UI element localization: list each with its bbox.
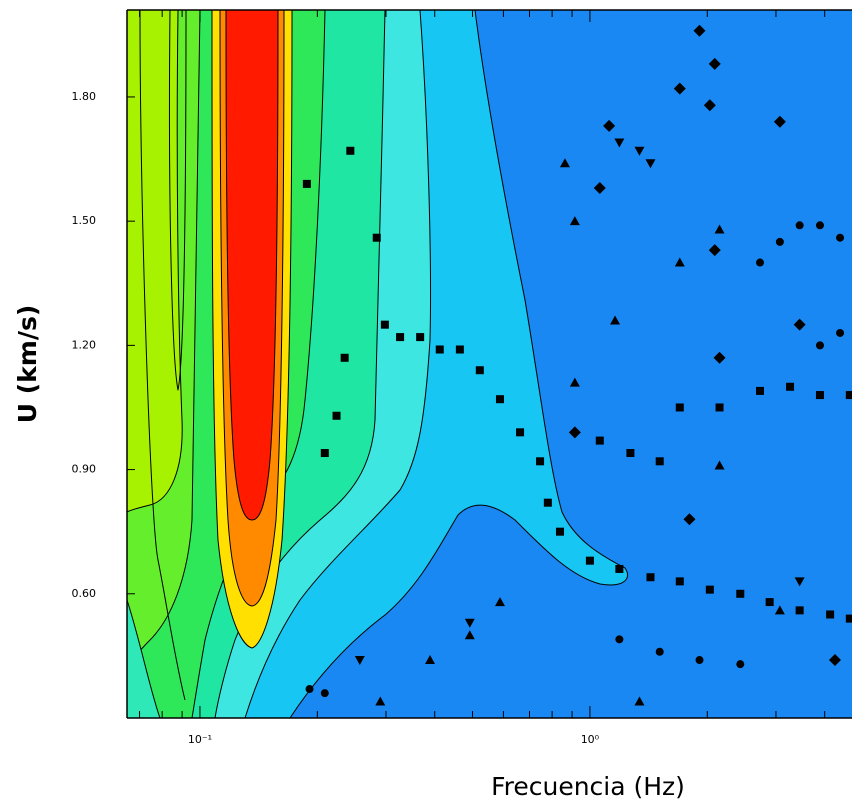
x-axis-title: Frecuencia (Hz) [491, 772, 685, 801]
data-point [346, 146, 355, 155]
data-point [786, 382, 795, 391]
data-point [845, 614, 852, 623]
data-point [603, 119, 616, 132]
band-red [225, 10, 279, 521]
data-point [615, 564, 624, 573]
y-tick-label: 1.80 [72, 90, 97, 103]
data-point [755, 386, 764, 395]
data-point [585, 556, 594, 565]
data-point [354, 656, 365, 666]
data-point [826, 610, 835, 619]
data-point [828, 654, 841, 667]
data-point [714, 460, 725, 470]
data-point [655, 457, 664, 466]
data-point [555, 527, 564, 536]
data-point [475, 366, 484, 375]
contour-line [168, 10, 187, 391]
data-point [320, 449, 329, 458]
data-point [610, 315, 621, 325]
data-point [815, 341, 824, 350]
data-point [765, 598, 774, 607]
x-tick-label: 10⁻¹ [188, 733, 212, 746]
data-point [755, 258, 764, 267]
y-axis-title: U (km/s) [13, 305, 42, 424]
data-point [626, 449, 635, 458]
data-point [634, 146, 645, 156]
data-point [683, 513, 696, 526]
data-point [736, 589, 745, 598]
data-point [836, 233, 845, 242]
data-point [793, 318, 806, 331]
axes: 10⁻¹ 10⁰ 0.60 0.90 1.20 1.50 1.80 [72, 10, 826, 746]
data-point [674, 257, 685, 267]
y-tick-label: 1.50 [72, 214, 97, 227]
contour-line [139, 10, 186, 701]
data-point [705, 585, 714, 594]
data-point [693, 24, 706, 37]
data-point [673, 82, 686, 95]
data-point [568, 426, 581, 439]
data-point [559, 158, 570, 168]
data-point [634, 696, 645, 706]
data-point [380, 320, 389, 329]
data-point [340, 353, 349, 362]
data-point [494, 597, 505, 607]
data-point [614, 138, 625, 148]
data-point [536, 457, 545, 466]
data-point [845, 391, 852, 400]
y-tick-label: 0.90 [72, 463, 97, 476]
data-point [455, 345, 464, 354]
data-point [736, 660, 745, 669]
data-point [569, 377, 580, 387]
data-point [815, 221, 824, 230]
data-point [675, 577, 684, 586]
data-point [794, 577, 805, 587]
data-point [775, 237, 784, 246]
y-tick-label: 0.60 [72, 587, 97, 600]
data-point [708, 57, 721, 70]
data-point [302, 179, 311, 188]
data-point [795, 221, 804, 230]
data-point [464, 630, 475, 640]
data-point [543, 498, 552, 507]
data-point [495, 395, 504, 404]
data-point [435, 345, 444, 354]
data-points [302, 24, 852, 706]
data-point [703, 99, 716, 112]
data-point [595, 436, 604, 445]
data-point [516, 428, 525, 437]
data-point [569, 216, 580, 226]
data-point [815, 391, 824, 400]
data-point [646, 573, 655, 582]
data-point [320, 689, 329, 698]
data-point [715, 403, 724, 412]
data-point [396, 333, 405, 342]
y-tick-label: 1.20 [72, 338, 97, 351]
data-point [305, 685, 314, 694]
data-point [645, 159, 656, 169]
data-point [375, 696, 386, 706]
data-point [714, 224, 725, 234]
data-point [332, 411, 341, 420]
data-point [593, 182, 606, 195]
data-point [416, 333, 425, 342]
data-point [708, 244, 721, 257]
data-point [795, 606, 804, 615]
data-point [675, 403, 684, 412]
data-point [713, 351, 726, 364]
data-point [774, 605, 785, 615]
band-lime [127, 10, 183, 513]
x-tick-label: 10⁰ [581, 733, 600, 746]
data-point [464, 618, 475, 628]
contour-field [127, 10, 852, 718]
data-point [773, 115, 786, 128]
data-point [372, 233, 381, 242]
data-point [836, 328, 845, 337]
data-point [615, 635, 624, 644]
data-point [425, 655, 436, 665]
data-point [655, 647, 664, 656]
data-point [695, 656, 704, 665]
